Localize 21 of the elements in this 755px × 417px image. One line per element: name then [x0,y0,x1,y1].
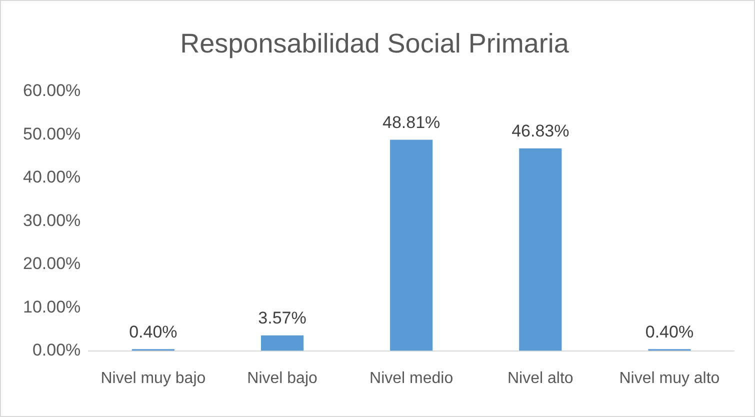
y-tick-label: 40.00% [22,168,81,187]
chart-title: Responsabilidad Social Primaria [180,28,570,59]
data-label: 3.57% [258,308,306,328]
y-tick-label: 50.00% [22,124,81,144]
data-label: 0.40% [129,322,178,342]
y-tick-label: 20.00% [22,254,81,274]
data-label: 0.40% [645,322,694,342]
x-tick-label: Nivel medio [370,370,454,387]
y-tick-label: 30.00% [22,210,81,230]
x-tick-label: Nivel bajo [247,370,318,387]
y-tick-label: 0.00% [32,340,81,360]
bar [390,140,433,351]
x-tick-label: Nivel muy alto [619,370,720,387]
y-tick-label: 10.00% [22,297,81,316]
bar [519,148,562,351]
data-label: 48.81% [382,112,440,132]
bar [260,335,304,351]
y-tick-label: 60.00% [22,81,81,100]
data-label: 46.83% [512,122,570,141]
x-tick-label: Nivel muy bajo [100,370,206,387]
x-tick-label: Nivel alto [507,370,574,387]
